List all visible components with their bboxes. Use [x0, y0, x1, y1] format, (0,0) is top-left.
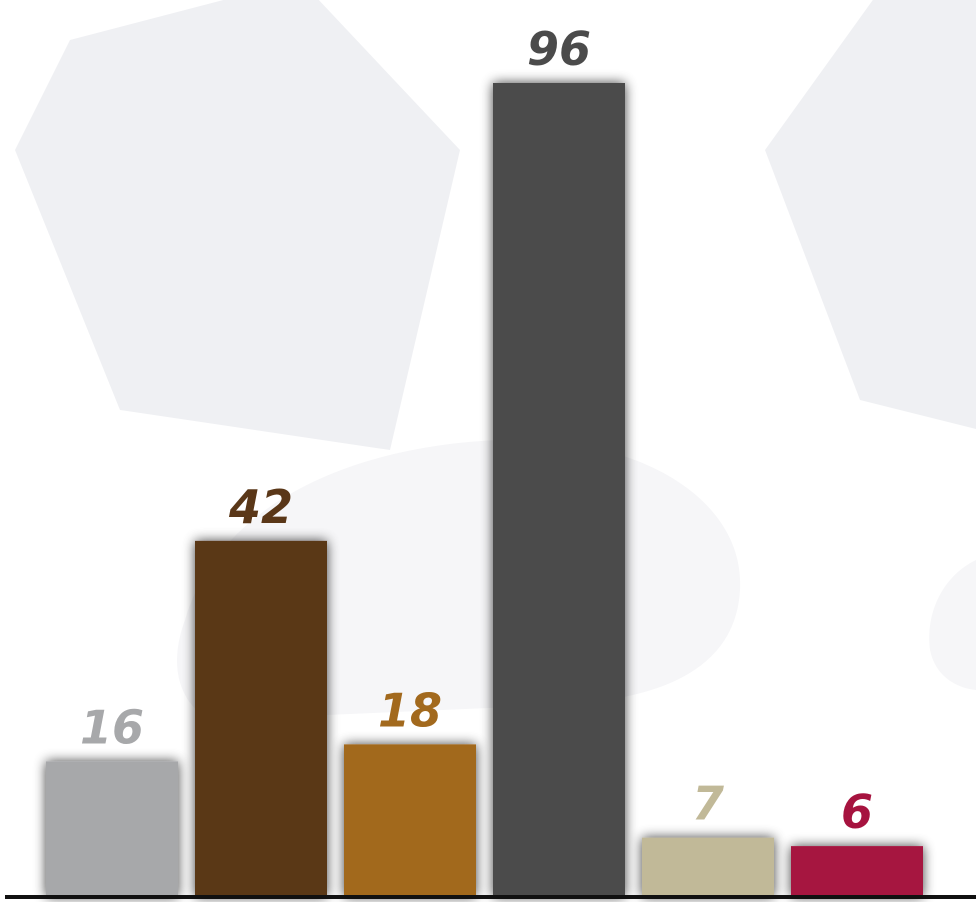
data-label-1: 16 [80, 700, 144, 754]
bar-2 [195, 540, 327, 897]
bar-3 [344, 744, 476, 897]
data-label-6: 6 [841, 785, 873, 839]
background-hexagon-right [765, 0, 976, 429]
bars-layer [46, 83, 923, 897]
data-label-5: 7 [692, 777, 724, 831]
bar-4 [493, 83, 625, 897]
data-label-4: 96 [527, 22, 591, 76]
background-blob-right [929, 560, 976, 690]
data-label-2: 42 [228, 480, 293, 534]
data-labels-layer: 16 42 18 96 7 6 [80, 22, 873, 839]
bar-1 [46, 761, 178, 897]
bar-6 [791, 846, 923, 897]
background-hexagon-left [15, 0, 460, 450]
data-label-3: 18 [378, 683, 442, 737]
bar-5 [642, 837, 774, 897]
